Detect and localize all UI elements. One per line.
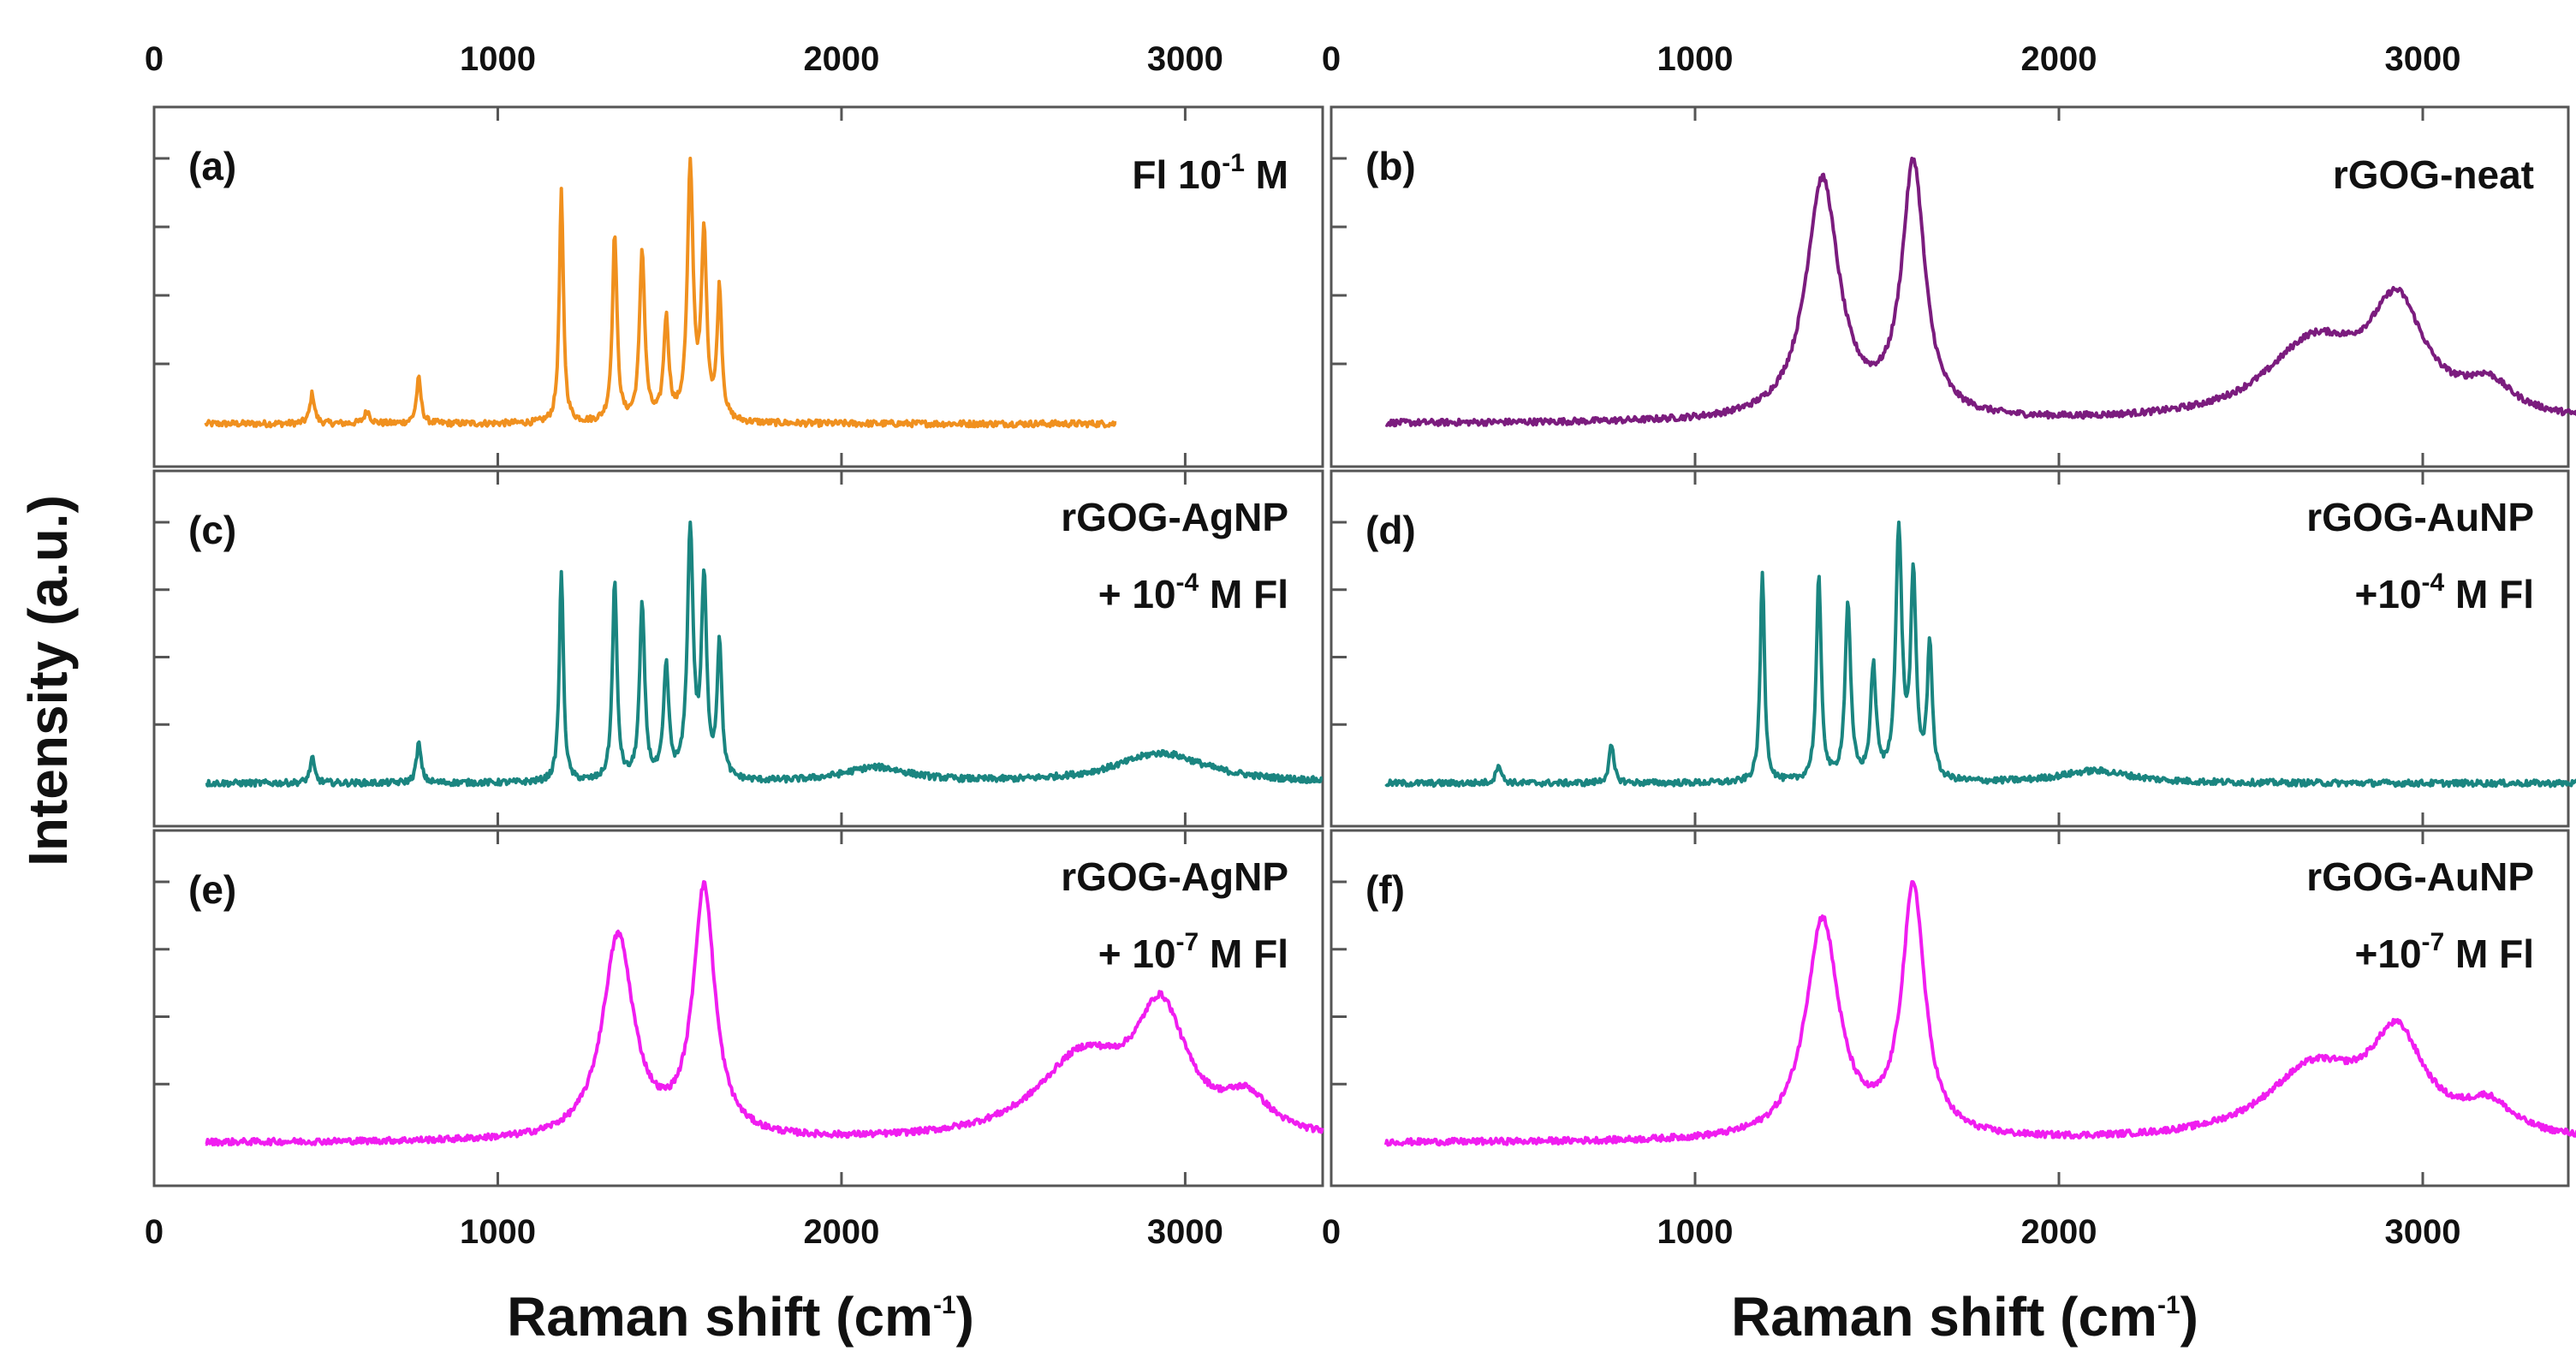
spectrum-line [205, 880, 1324, 1147]
spectrum-line [205, 521, 1324, 789]
x-tick-label-top: 2000 [803, 40, 879, 78]
spectrum-line [1384, 157, 2576, 428]
panel-f: (f) rGOG-AuNP +10-7 M Fl [1330, 829, 2576, 1187]
panel-label: (d) [1365, 508, 1416, 552]
legend-label: + 10-4 M Fl [1098, 568, 1288, 616]
panel-c: (c) rGOG-AgNP + 10-4 M Fl [152, 469, 1324, 828]
legend-label: rGOG-AuNP [2306, 854, 2534, 899]
panel-frame [1330, 105, 2570, 468]
x-tick-label-bottom: 1000 [460, 1213, 536, 1251]
panel-label: (e) [188, 867, 236, 912]
x-tick-label-top: 2000 [2021, 40, 2097, 78]
x-tick-label-bottom: 0 [145, 1213, 164, 1251]
x-tick-label-top: 0 [145, 40, 164, 78]
panel-frame [152, 469, 1324, 828]
x-tick-label-top: 1000 [1657, 40, 1734, 78]
x-tick-label-bottom: 0 [1322, 1213, 1341, 1251]
panel-label: (c) [188, 508, 236, 552]
legend-label: rGOG-AgNP [1061, 495, 1288, 539]
x-tick-label-top: 3000 [1147, 40, 1223, 78]
panel-frame [152, 105, 1324, 468]
legend-label: +10-7 M Fl [2355, 928, 2534, 976]
panel-frame [152, 829, 1324, 1187]
x-tick-label-bottom: 3000 [2385, 1213, 2461, 1251]
panel-frame [1330, 469, 2570, 828]
legend-label: +10-4 M Fl [2355, 568, 2534, 616]
legend-label: rGOG-neat [2333, 152, 2534, 197]
panel-frame [1330, 829, 2570, 1187]
legend-label: rGOG-AgNP [1061, 854, 1288, 899]
panels-group: (a) Fl 10-1 M (b) rGOG-neat (c) rGOG-AgNP + 10… [152, 105, 2576, 1187]
panel-b: (b) rGOG-neat [1330, 105, 2576, 468]
panel-d: (d) rGOG-AuNP +10-4 M Fl [1330, 469, 2576, 828]
legend-label: + 10-7 M Fl [1098, 928, 1288, 976]
spectrum-line [1384, 521, 2576, 789]
panel-label: (a) [188, 144, 236, 188]
panel-label: (f) [1365, 867, 1405, 912]
spectrum-line [204, 157, 1117, 429]
panel-label: (b) [1365, 144, 1416, 188]
tick-labels-group: 0 0 1000 1000 2000 2000 3000 3000 0 0 1000 1000 2000… [145, 40, 2461, 1251]
legend-label: rGOG-AuNP [2306, 495, 2534, 539]
x-tick-label-bottom: 3000 [1147, 1213, 1223, 1251]
x-tick-label-bottom: 1000 [1657, 1213, 1734, 1251]
panel-a: (a) Fl 10-1 M [152, 105, 1324, 468]
x-tick-label-bottom: 2000 [2021, 1213, 2097, 1251]
x-tick-label-top: 1000 [460, 40, 536, 78]
y-axis-title: Intensity (a.u.) [17, 495, 79, 866]
x-axis-title-left: Raman shift (cm-1) [507, 1286, 974, 1348]
panel-e: (e) rGOG-AgNP + 10-7 M Fl [152, 829, 1324, 1187]
x-tick-label-top: 0 [1322, 40, 1341, 78]
x-tick-label-top: 3000 [2385, 40, 2461, 78]
spectrum-line [1383, 880, 2576, 1147]
x-axis-title-right: Raman shift (cm-1) [1731, 1286, 2198, 1348]
legend-label: Fl 10-1 M [1132, 149, 1288, 197]
x-tick-label-bottom: 2000 [803, 1213, 879, 1251]
